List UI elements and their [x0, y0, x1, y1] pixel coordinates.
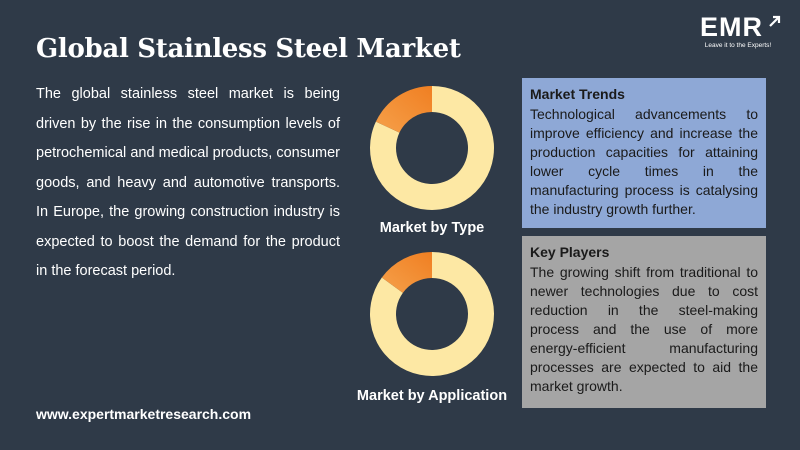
logo-text: EMR	[700, 12, 763, 42]
chart-label-application: Market by Application	[356, 388, 508, 404]
logo-tagline: Leave it to the Experts!	[704, 42, 772, 49]
page-title: Global Stainless Steel Market	[36, 34, 461, 64]
donut-chart-type	[370, 86, 494, 210]
market-trends-title: Market Trends	[530, 86, 625, 102]
website-link[interactable]: www.expertmarketresearch.com	[36, 406, 252, 422]
market-description: The global stainless steel market is bei…	[36, 86, 340, 279]
emr-logo[interactable]: EMR Leave it to the Experts!	[688, 12, 788, 56]
key-players-card: Key Players The growing shift from tradi…	[522, 236, 766, 408]
donut-segment	[381, 252, 432, 293]
donut-segment	[375, 86, 432, 133]
arrow-up-right-icon	[769, 15, 781, 27]
donut-segment	[370, 252, 494, 376]
donut-chart-application	[370, 252, 494, 376]
key-players-text: The growing shift from traditional to ne…	[530, 264, 758, 394]
market-trends-card: Market Trends Technological advancements…	[522, 78, 766, 228]
chart-label-type: Market by Type	[379, 220, 485, 236]
key-players-title: Key Players	[530, 244, 610, 260]
market-trends-text: Technological advancements to improve ef…	[530, 106, 758, 217]
donut-segment	[370, 86, 494, 210]
